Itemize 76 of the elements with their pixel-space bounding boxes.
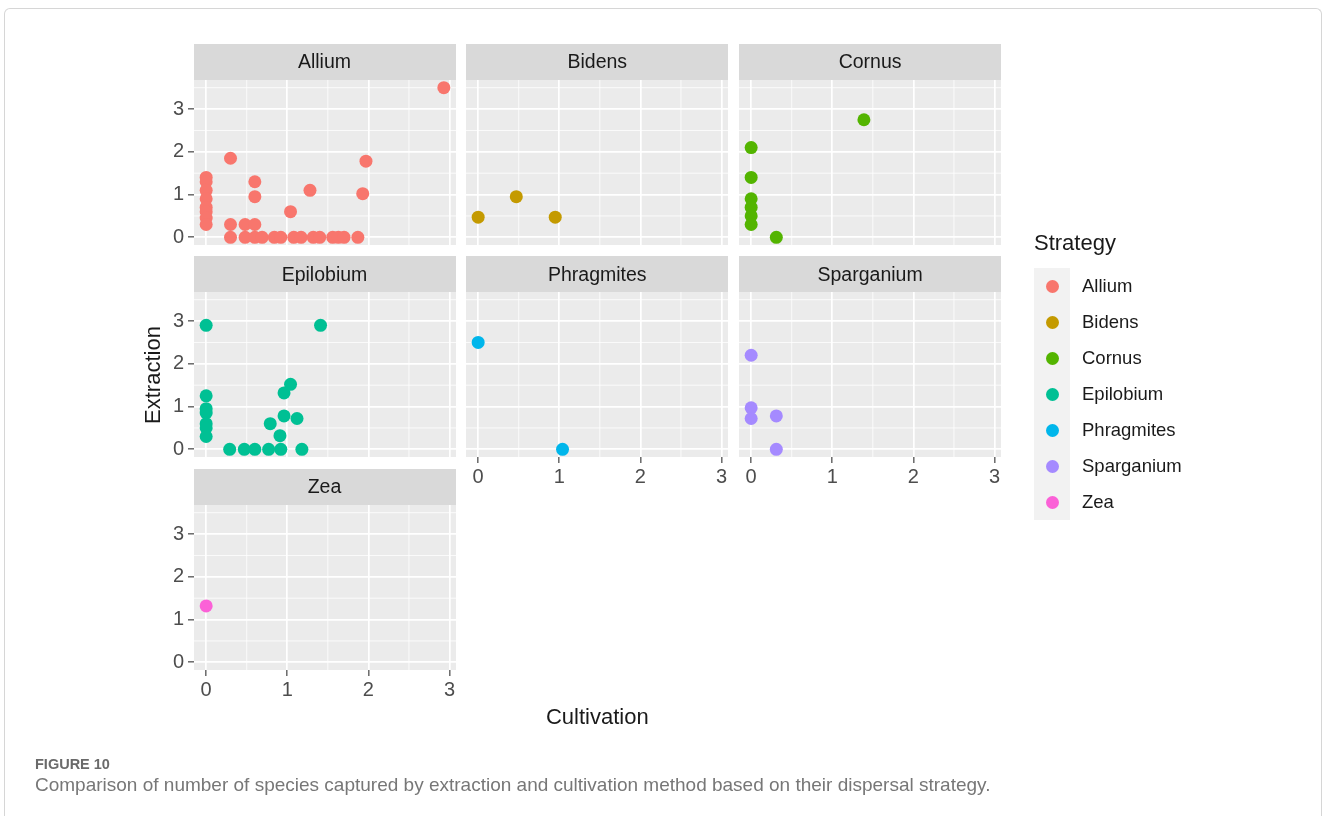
y-tick-label: 1 — [172, 181, 184, 204]
y-tick-label: 0 — [172, 224, 184, 247]
legend-label: Cornus — [1082, 347, 1142, 369]
point — [223, 151, 237, 165]
x-tick-label: 1 — [826, 464, 838, 487]
point — [355, 186, 369, 200]
point — [247, 174, 261, 188]
text: Comparison of number of species captured by extraction and cultivation method based on their dispersal strategy. — [35, 774, 991, 796]
x-tick-label: 0 — [472, 464, 485, 487]
chart-title: Phragmites — [547, 262, 647, 286]
point — [744, 348, 758, 362]
x-tick-label: 2 — [635, 464, 647, 487]
point — [857, 112, 871, 126]
legend-title: Strategy — [1034, 230, 1117, 257]
point — [237, 442, 251, 456]
x-tick-label: 2 — [907, 464, 920, 487]
point — [769, 442, 783, 456]
point — [283, 377, 297, 391]
point — [294, 442, 308, 456]
point — [222, 442, 236, 456]
y-tick-label: 3 — [172, 521, 184, 544]
x-tick-label: 1 — [281, 677, 293, 700]
point — [273, 442, 287, 456]
y-tick-label: 1 — [172, 606, 184, 629]
chart-title: Epilobium — [281, 262, 368, 286]
point — [744, 170, 758, 184]
point — [769, 230, 783, 244]
y-axis-title: Extraction — [140, 325, 166, 424]
point — [769, 409, 783, 423]
point — [313, 318, 327, 332]
point — [263, 417, 277, 431]
chart-title: Sparganium — [817, 262, 923, 286]
chart-title: Cornus — [838, 50, 902, 73]
legend-label: Allium — [1082, 275, 1133, 297]
point — [223, 217, 237, 231]
x-tick-label: 3 — [716, 464, 728, 487]
legend-label: Zea — [1082, 491, 1114, 513]
point — [436, 80, 450, 94]
legend-label: Epilobium — [1082, 383, 1164, 405]
point — [744, 140, 758, 154]
point — [199, 389, 213, 403]
point — [302, 183, 316, 197]
point — [277, 409, 291, 423]
point — [247, 442, 261, 456]
x-tick-label: 0 — [745, 464, 757, 487]
x-tick-label: 1 — [554, 464, 566, 487]
x-tick-label: 0 — [200, 677, 212, 700]
x-tick-label: 3 — [443, 677, 455, 700]
x-axis-title: Cultivation — [545, 703, 649, 730]
point — [744, 412, 758, 426]
point — [290, 412, 304, 426]
legend-label: Phragmites — [1082, 419, 1176, 441]
chart-title: Zea — [307, 475, 342, 498]
y-tick-label: 3 — [172, 308, 184, 331]
x-tick-label: 2 — [362, 677, 374, 700]
chart-title: Allium — [297, 50, 352, 73]
legend-label: Bidens — [1082, 311, 1139, 333]
y-tick-label: 2 — [172, 563, 184, 586]
point — [350, 230, 364, 244]
caption: FIGURE 10 — [35, 756, 111, 772]
point — [358, 154, 372, 168]
point — [272, 429, 286, 443]
x-tick-label: 3 — [989, 464, 1001, 487]
y-tick-label: 2 — [172, 351, 184, 374]
y-tick-label: 1 — [172, 394, 184, 417]
y-tick-label: 2 — [172, 138, 184, 161]
y-tick-label: 0 — [172, 436, 184, 459]
chart-title: Bidens — [567, 50, 628, 73]
point — [199, 318, 213, 332]
point — [247, 189, 261, 203]
y-tick-label: 0 — [172, 649, 184, 672]
y-tick-label: 3 — [172, 96, 184, 119]
legend-label: Sparganium — [1082, 455, 1182, 477]
point — [223, 230, 237, 244]
point — [283, 204, 297, 218]
point — [261, 442, 275, 456]
